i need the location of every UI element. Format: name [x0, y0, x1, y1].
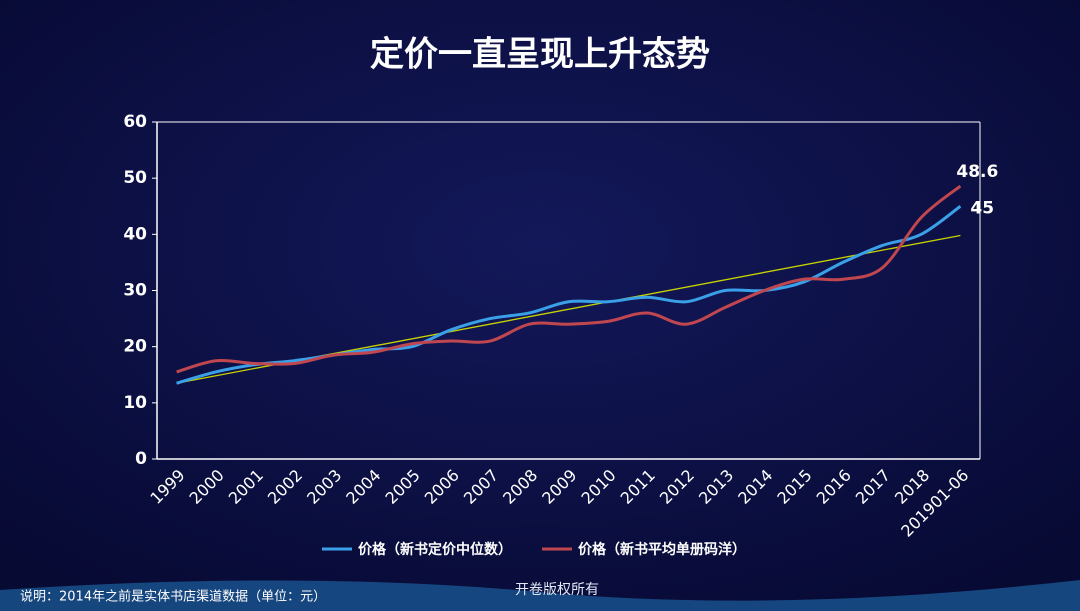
y-tick-label: 50	[123, 168, 147, 188]
footnote: 说明：2014年之前是实体书店渠道数据（单位：元）	[20, 589, 326, 605]
y-tick-label: 0	[135, 449, 147, 469]
watermark: 开卷版权所有	[515, 582, 599, 598]
chart-title: 定价一直呈现上升态势	[370, 35, 710, 75]
y-tick-label: 30	[123, 281, 147, 301]
y-tick-label: 10	[123, 393, 147, 413]
legend-label: 价格（新书定价中位数）	[358, 541, 512, 558]
line-series	[176, 184, 962, 374]
y-tick-label: 40	[123, 224, 147, 244]
data-label: 45	[970, 198, 994, 218]
wave	[0, 580, 1080, 611]
y-tick-label: 20	[123, 337, 147, 357]
legend-label: 价格（新书平均单册码洋）	[578, 541, 746, 558]
y-tick-label: 60	[123, 112, 147, 132]
line-series	[176, 205, 962, 385]
data-label: 48.6	[956, 162, 998, 182]
